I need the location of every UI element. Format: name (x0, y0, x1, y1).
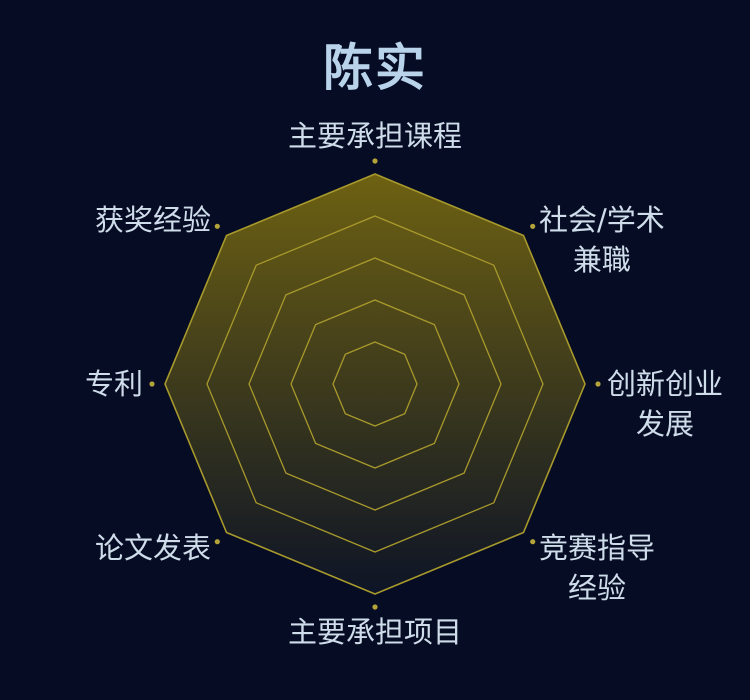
axis-label-line: 主要承担课程 (288, 119, 462, 153)
axis-dot (214, 539, 220, 545)
axis-label: 主要承担课程 (288, 119, 462, 153)
axis-label-line: 兼職 (573, 243, 631, 277)
axis-label-line: 竞赛指导 (539, 531, 655, 565)
axis-label: 获奖经验 (95, 203, 211, 237)
axis-dot (149, 381, 155, 387)
radar-grid-ring (206, 215, 544, 553)
axis-label-line: 获奖经验 (95, 203, 211, 237)
radar-grid-ring (248, 257, 502, 511)
axis-label: 竞赛指导经验 (539, 531, 655, 605)
axis-label-line: 经验 (568, 571, 626, 605)
axis-dot (372, 158, 378, 164)
axis-label: 主要承担项目 (288, 615, 462, 649)
axis-dot (530, 223, 536, 229)
axis-label-line: 专利 (85, 367, 143, 401)
chart-title: 陈实 (323, 39, 427, 97)
radar-grid-ring (332, 341, 418, 427)
axis-dot (530, 539, 536, 545)
axis-label-line: 主要承担项目 (288, 615, 462, 649)
radar-grid-ring (290, 299, 460, 469)
axis-dot (595, 381, 601, 387)
axis-label: 论文发表 (95, 531, 211, 565)
axis-label: 创新创业发展 (607, 367, 723, 441)
axis-label-line: 创新创业 (607, 367, 723, 401)
axis-dot (372, 604, 378, 610)
radar-outer-ring (164, 173, 586, 595)
axis-label-line: 论文发表 (95, 531, 211, 565)
axis-label: 社会/学术兼職 (539, 203, 665, 277)
axis-label: 专利 (85, 367, 143, 401)
axis-dot (214, 223, 220, 229)
axis-label-line: 社会/学术 (539, 203, 665, 237)
axis-label-line: 发展 (636, 407, 694, 441)
